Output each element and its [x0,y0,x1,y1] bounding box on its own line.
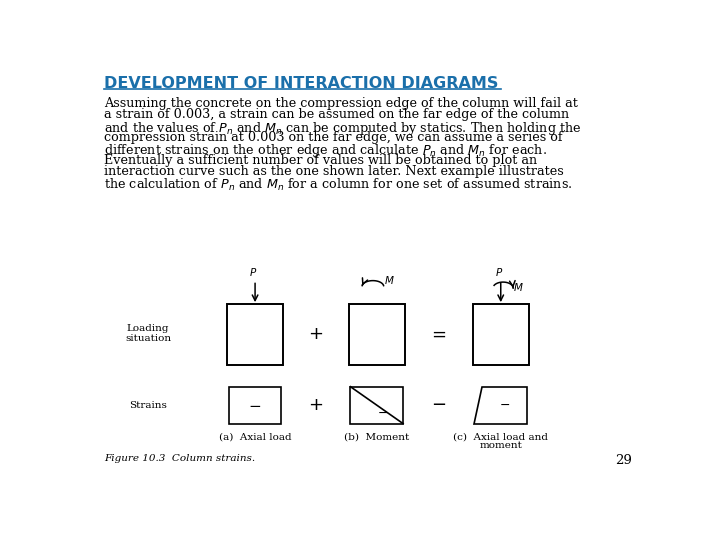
Text: 29: 29 [616,455,632,468]
Text: =: = [431,325,446,343]
Polygon shape [474,387,527,423]
Text: (b)  Moment: (b) Moment [344,433,410,442]
Bar [228,303,283,365]
Text: $P$: $P$ [495,266,503,278]
Text: Eventually a sufficient number of values will be obtained to plot an: Eventually a sufficient number of values… [104,154,537,167]
Text: a strain of 0.003, a strain can be assumed on the far edge of the column: a strain of 0.003, a strain can be assum… [104,109,569,122]
Text: $P$: $P$ [249,266,258,278]
Text: $M$: $M$ [513,281,524,293]
Text: different strains on the other edge and calculate $P_n$ and $M_n$ for each.: different strains on the other edge and … [104,143,547,159]
Text: moment: moment [480,441,522,450]
Bar [349,303,405,365]
Text: DEVELOPMENT OF INTERACTION DIAGRAMS: DEVELOPMENT OF INTERACTION DIAGRAMS [104,76,498,91]
Text: −: − [248,399,261,414]
Text: +: + [308,396,323,414]
Text: Assuming the concrete on the compression edge of the column will fail at: Assuming the concrete on the compression… [104,97,578,110]
Text: (c)  Axial load and: (c) Axial load and [454,433,548,442]
Text: −: − [431,396,446,414]
Text: interaction curve such as the one shown later. Next example illustrates: interaction curve such as the one shown … [104,165,564,178]
Text: Strains: Strains [129,401,167,410]
Text: Loading: Loading [127,325,169,333]
Text: $M$: $M$ [384,274,395,286]
Text: the calculation of $P_n$ and $M_n$ for a column for one set of assumed strains.: the calculation of $P_n$ and $M_n$ for a… [104,177,572,193]
Text: +: + [308,325,323,343]
Bar [473,303,528,365]
Bar [229,387,282,423]
Text: −: − [378,407,388,420]
Text: −: − [500,400,510,413]
Text: (a)  Axial load: (a) Axial load [219,433,292,442]
Text: Figure 10.3  Column strains.: Figure 10.3 Column strains. [104,455,255,463]
Text: situation: situation [125,334,171,343]
Text: and the values of $P_n$ and $M_n$ can be computed by statics. Then holding the: and the values of $P_n$ and $M_n$ can be… [104,120,582,137]
Text: compression strain at 0.003 on the far edge, we can assume a series of: compression strain at 0.003 on the far e… [104,131,562,144]
Bar [351,387,403,423]
